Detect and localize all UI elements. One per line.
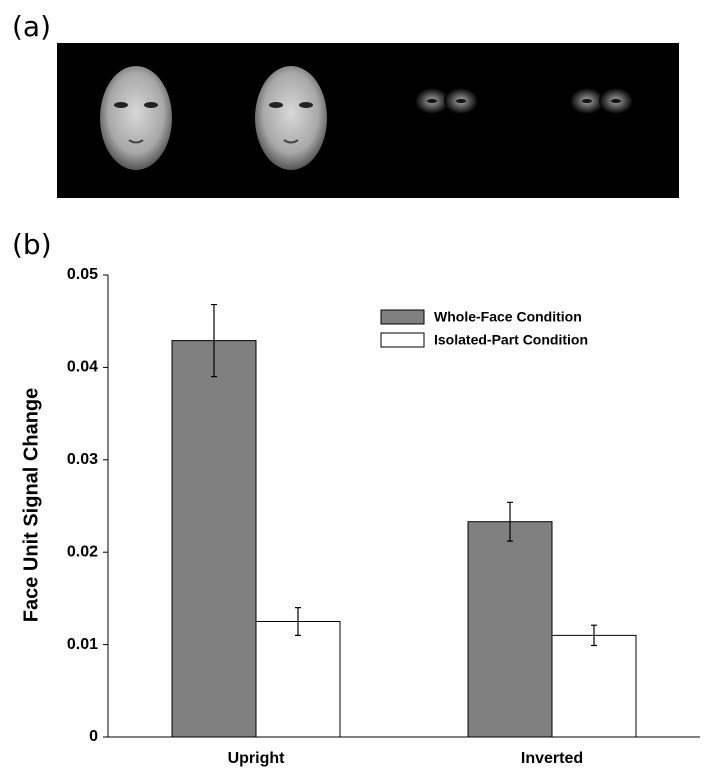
legend-swatch	[380, 332, 425, 348]
y-tick-label: 0.04	[67, 359, 98, 376]
y-tick-label: 0.01	[67, 636, 98, 653]
panel-label: (a)	[12, 10, 51, 43]
legend-label: Whole-Face Condition	[434, 309, 582, 325]
y-tick-label: 0.05	[67, 266, 98, 283]
bar	[467, 521, 553, 738]
legend-label: Isolated-Part Condition	[434, 332, 588, 348]
y-tick-label: 0.02	[67, 543, 98, 560]
bar	[255, 621, 341, 738]
bar	[171, 340, 257, 738]
error-bar	[295, 607, 301, 636]
y-tick-label: 0.03	[67, 451, 98, 468]
x-tick-label: Upright	[228, 750, 286, 767]
bar	[551, 634, 637, 738]
legend-swatch	[380, 309, 425, 325]
error-bar	[211, 303, 217, 378]
y-tick-label: 0	[89, 728, 98, 745]
stimulus-image	[57, 43, 679, 198]
panel-label: (b)	[12, 228, 52, 261]
error-bar	[591, 624, 597, 647]
x-tick-label: Inverted	[521, 750, 583, 767]
error-bar	[507, 501, 513, 542]
y-axis-label: Face Unit Signal Change	[20, 388, 42, 622]
